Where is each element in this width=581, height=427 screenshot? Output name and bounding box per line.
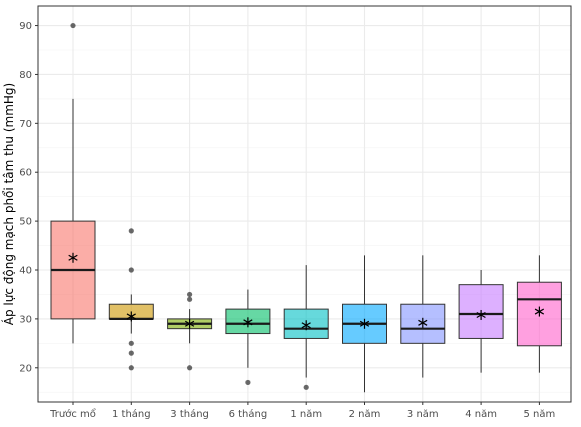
mean-marker-stroke — [243, 319, 253, 326]
mean-marker-stroke — [359, 320, 370, 327]
mean-marker — [534, 306, 545, 317]
mean-marker — [243, 317, 253, 328]
x-tick-label: Trước mổ — [49, 407, 96, 420]
box-group — [516, 255, 562, 373]
y-tick-label: 30 — [19, 314, 32, 325]
x-tick-label: 3 tháng — [170, 408, 209, 420]
box-group — [342, 255, 387, 393]
mean-marker-stroke — [68, 254, 78, 261]
mean-marker-stroke — [476, 311, 486, 318]
mean-marker-stroke — [126, 313, 136, 320]
outlier-point — [128, 340, 134, 346]
box-group — [283, 265, 329, 390]
mean-marker — [126, 311, 136, 322]
plot-panel-border — [37, 5, 572, 403]
y-tick-label: 60 — [19, 168, 32, 179]
y-tick-label: 20 — [19, 363, 32, 374]
outlier-point — [128, 365, 134, 371]
x-tick-label: 2 năm — [349, 409, 381, 420]
outlier-point — [303, 384, 309, 390]
mean-marker-stroke — [184, 320, 195, 327]
y-tick-label: 90 — [19, 21, 32, 32]
outlier-point — [187, 365, 193, 371]
box-group — [50, 22, 96, 344]
box-group — [108, 228, 154, 371]
x-tick-label: 3 năm — [407, 409, 439, 420]
mean-marker — [301, 320, 311, 331]
y-axis-ticks: 20 30 40 50 60 70 80 90 — [19, 21, 38, 374]
box-group — [167, 291, 213, 371]
outlier-point — [187, 291, 193, 298]
mean-marker-stroke — [301, 322, 311, 329]
x-tick-label: 5 năm — [524, 409, 556, 420]
outlier-point — [128, 350, 134, 356]
box-group — [400, 255, 446, 378]
outlier-point — [128, 267, 134, 273]
y-tick-label: 40 — [19, 266, 32, 277]
x-tick-label: 1 năm — [290, 409, 322, 420]
mean-marker — [418, 317, 428, 328]
x-tick-label: 1 tháng — [112, 408, 151, 420]
x-axis-ticks: Trước mổ 1 tháng 3 tháng 6 tháng 1 năm 2 năm 3… — [49, 402, 555, 420]
mean-marker — [359, 318, 370, 329]
box-iqr — [225, 308, 271, 335]
mean-marker — [184, 318, 195, 329]
mean-marker-stroke — [534, 308, 545, 315]
y-tick-label: 80 — [19, 70, 32, 81]
box-layer — [50, 22, 562, 393]
box-group — [458, 270, 504, 373]
outlier-point — [70, 22, 76, 29]
mean-marker-stroke — [418, 319, 428, 326]
box-group — [225, 289, 271, 386]
grid-lines — [38, 6, 571, 402]
y-axis-title: Áp lực động mạch phổi tâm thu (mmHg) — [1, 83, 16, 325]
outlier-point — [128, 228, 134, 234]
mean-marker — [476, 309, 486, 320]
x-tick-label: 6 tháng — [229, 408, 268, 420]
y-tick-label: 70 — [19, 119, 32, 130]
mean-marker — [68, 252, 78, 263]
outlier-point — [245, 379, 251, 386]
outlier-point — [187, 296, 193, 302]
x-tick-label: 4 năm — [465, 409, 497, 420]
y-tick-label: 50 — [19, 217, 32, 228]
